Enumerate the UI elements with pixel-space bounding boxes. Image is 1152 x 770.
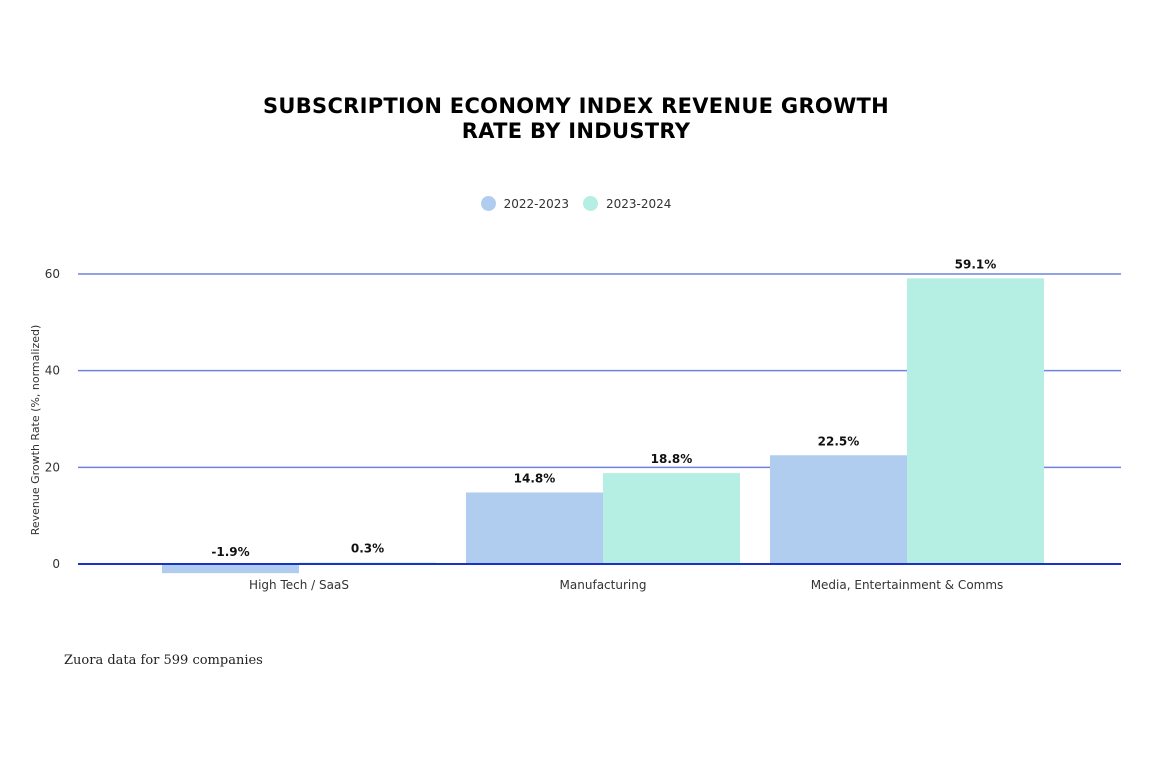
legend: 2022-2023 2023-2024 xyxy=(0,196,1152,211)
y-tick-label: 20 xyxy=(45,460,60,474)
y-axis-label: Revenue Growth Rate (%, normalized) xyxy=(29,325,42,536)
bar-2022-2023 xyxy=(770,455,907,564)
bar-2023-2024 xyxy=(603,473,740,564)
data-label: 14.8% xyxy=(514,471,556,485)
y-tick-label: 0 xyxy=(52,557,60,571)
legend-swatch-icon xyxy=(480,196,496,211)
legend-label: 2023-2024 xyxy=(606,196,672,211)
x-category-label: Media, Entertainment & Comms xyxy=(811,578,1004,592)
data-label: 22.5% xyxy=(818,434,860,448)
chart-title-line-1: SUBSCRIPTION ECONOMY INDEX REVENUE GROWT… xyxy=(262,94,890,118)
chart-title-line-2: RATE BY INDUSTRY xyxy=(461,119,691,143)
legend-item-2022-2023[interactable]: 2022-2023 xyxy=(480,196,569,211)
bar-2022-2023 xyxy=(466,492,603,564)
y-tick-label: 40 xyxy=(45,364,60,378)
bar-2023-2024 xyxy=(907,278,1044,564)
x-category-label: High Tech / SaaS xyxy=(249,578,349,592)
chart-title: SUBSCRIPTION ECONOMY INDEX REVENUE GROWT… xyxy=(0,94,1152,144)
source-note: Zuora data for 599 companies xyxy=(64,653,263,668)
bar-2022-2023 xyxy=(162,564,299,574)
x-category-label: Manufacturing xyxy=(560,578,647,592)
data-label: -1.9% xyxy=(211,545,249,559)
data-label: 18.8% xyxy=(651,452,693,466)
y-tick-label: 60 xyxy=(45,267,60,281)
legend-swatch-icon xyxy=(583,196,598,211)
legend-item-2023-2024[interactable]: 2023-2024 xyxy=(583,196,671,211)
legend-label: 2022-2023 xyxy=(503,196,569,211)
data-label: 0.3% xyxy=(351,542,384,556)
data-label: 59.1% xyxy=(955,257,997,271)
